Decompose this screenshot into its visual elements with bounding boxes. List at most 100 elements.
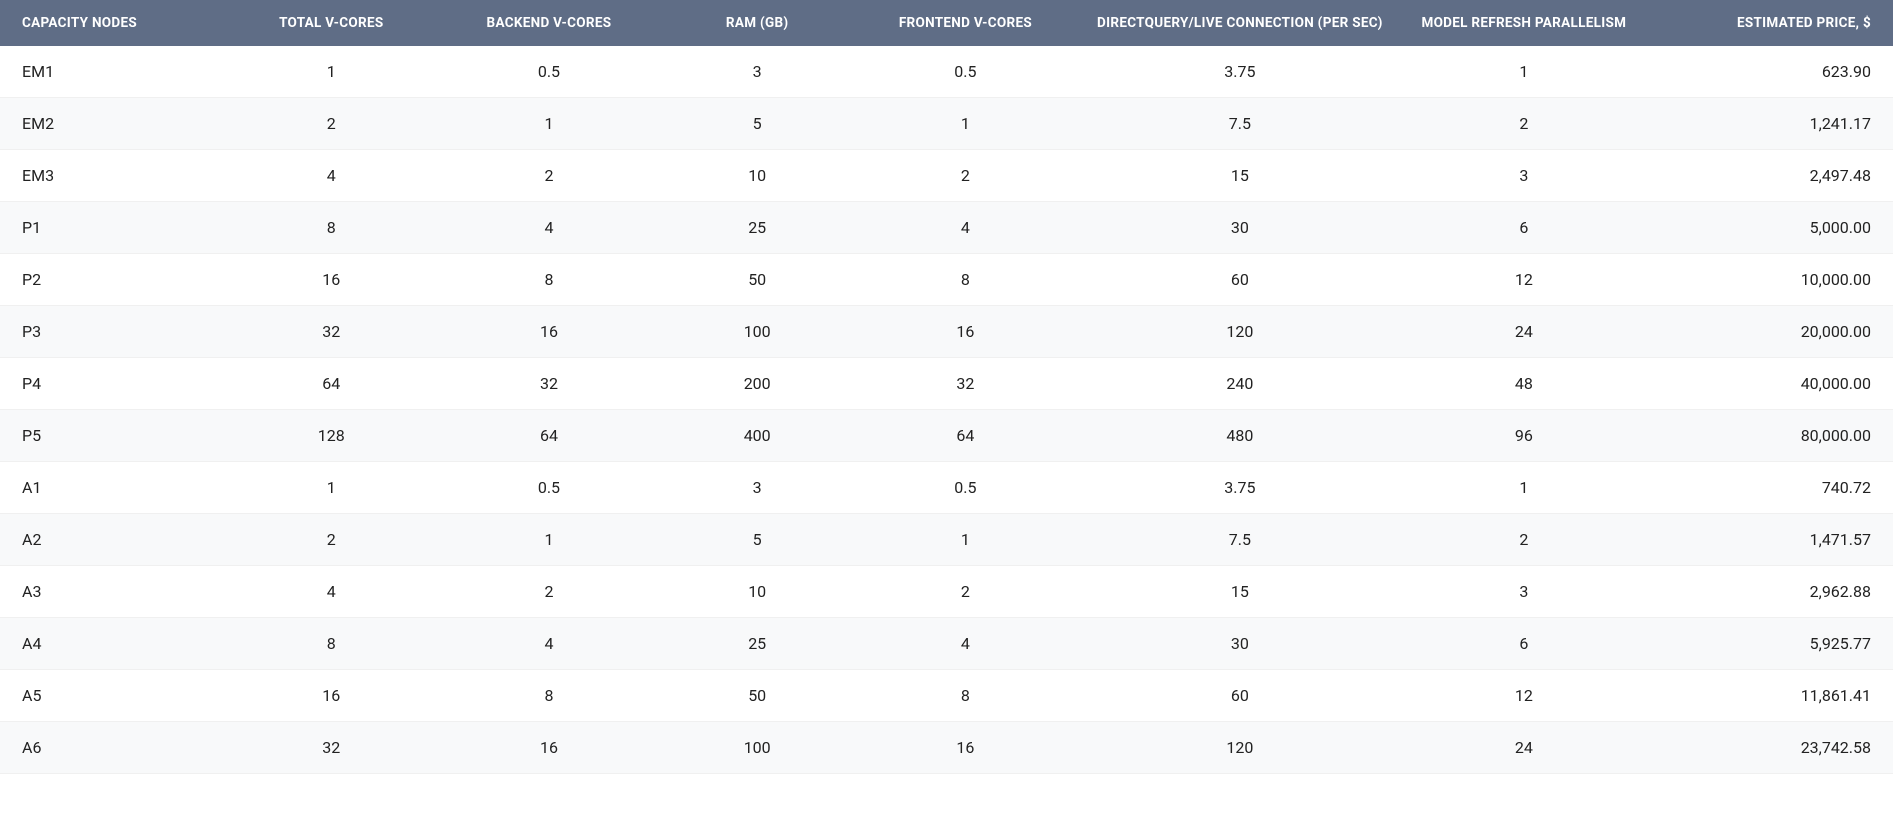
table-header-row: CAPACITY NODESTOTAL V-CORESBACKEND V-COR…	[0, 0, 1893, 46]
table-cell: 0.5	[852, 462, 1079, 514]
table-cell: 0.5	[435, 462, 662, 514]
table-cell: 5	[663, 98, 852, 150]
table-cell: 11,861.41	[1647, 670, 1893, 722]
table-row: A3421021532,962.88	[0, 566, 1893, 618]
table-cell: 32	[852, 358, 1079, 410]
table-cell: 2	[227, 98, 435, 150]
column-header: MODEL REFRESH PARALLELISM	[1401, 0, 1647, 46]
table-cell: 25	[663, 202, 852, 254]
table-cell: 3.75	[1079, 46, 1401, 98]
table-cell: A3	[0, 566, 227, 618]
table-cell: 623.90	[1647, 46, 1893, 98]
table-cell: 8	[227, 618, 435, 670]
table-cell: 3.75	[1079, 462, 1401, 514]
table-cell: P2	[0, 254, 227, 306]
table-cell: 16	[435, 306, 662, 358]
capacity-pricing-table: CAPACITY NODESTOTAL V-CORESBACKEND V-COR…	[0, 0, 1893, 774]
table-cell: 1	[1401, 462, 1647, 514]
table-cell: 10	[663, 150, 852, 202]
table-cell: 200	[663, 358, 852, 410]
table-cell: 30	[1079, 202, 1401, 254]
table-cell: 1	[852, 514, 1079, 566]
table-header: CAPACITY NODESTOTAL V-CORESBACKEND V-COR…	[0, 0, 1893, 46]
table-cell: 30	[1079, 618, 1401, 670]
table-cell: EM3	[0, 150, 227, 202]
table-row: A5168508601211,861.41	[0, 670, 1893, 722]
table-cell: 1,241.17	[1647, 98, 1893, 150]
table-cell: 15	[1079, 150, 1401, 202]
table-cell: 15	[1079, 566, 1401, 618]
table-cell: 80,000.00	[1647, 410, 1893, 462]
column-header: DIRECTQUERY/LIVE CONNECTION (PER SEC)	[1079, 0, 1401, 46]
table-cell: 4	[227, 566, 435, 618]
table-cell: 240	[1079, 358, 1401, 410]
table-cell: P5	[0, 410, 227, 462]
table-cell: 7.5	[1079, 98, 1401, 150]
table-cell: 7.5	[1079, 514, 1401, 566]
table-row: A110.530.53.751740.72	[0, 462, 1893, 514]
table-row: EM110.530.53.751623.90	[0, 46, 1893, 98]
table-cell: 4	[435, 202, 662, 254]
table-cell: 50	[663, 254, 852, 306]
table-cell: 12	[1401, 254, 1647, 306]
table-cell: 16	[852, 306, 1079, 358]
table-cell: A1	[0, 462, 227, 514]
table-cell: 12	[1401, 670, 1647, 722]
table-cell: 24	[1401, 306, 1647, 358]
table-cell: 2	[435, 566, 662, 618]
table-cell: 60	[1079, 254, 1401, 306]
table-cell: 2,962.88	[1647, 566, 1893, 618]
table-cell: 16	[227, 670, 435, 722]
table-cell: 32	[435, 358, 662, 410]
table-row: A63216100161202423,742.58	[0, 722, 1893, 774]
table-cell: 1,471.57	[1647, 514, 1893, 566]
table-cell: 480	[1079, 410, 1401, 462]
table-cell: 32	[227, 722, 435, 774]
table-cell: EM2	[0, 98, 227, 150]
table-row: P46432200322404840,000.00	[0, 358, 1893, 410]
table-cell: 3	[663, 46, 852, 98]
table-cell: 4	[435, 618, 662, 670]
column-header: CAPACITY NODES	[0, 0, 227, 46]
table-cell: 64	[852, 410, 1079, 462]
column-header: BACKEND V-CORES	[435, 0, 662, 46]
table-row: EM3421021532,497.48	[0, 150, 1893, 202]
table-cell: 0.5	[852, 46, 1079, 98]
table-cell: 120	[1079, 722, 1401, 774]
table-cell: 8	[852, 670, 1079, 722]
table-cell: P4	[0, 358, 227, 410]
capacity-pricing-table-container: CAPACITY NODESTOTAL V-CORESBACKEND V-COR…	[0, 0, 1893, 774]
table-cell: 6	[1401, 202, 1647, 254]
table-row: A221517.521,471.57	[0, 514, 1893, 566]
table-cell: 1	[227, 46, 435, 98]
table-cell: 48	[1401, 358, 1647, 410]
table-row: A4842543065,925.77	[0, 618, 1893, 670]
table-cell: 120	[1079, 306, 1401, 358]
table-cell: 1	[1401, 46, 1647, 98]
table-cell: 5,925.77	[1647, 618, 1893, 670]
table-cell: 20,000.00	[1647, 306, 1893, 358]
table-cell: A6	[0, 722, 227, 774]
table-cell: 60	[1079, 670, 1401, 722]
table-cell: 2	[1401, 514, 1647, 566]
table-cell: 16	[227, 254, 435, 306]
table-cell: 740.72	[1647, 462, 1893, 514]
table-cell: 4	[852, 618, 1079, 670]
table-cell: 2	[1401, 98, 1647, 150]
table-cell: 8	[227, 202, 435, 254]
table-cell: 5	[663, 514, 852, 566]
column-header: TOTAL V-CORES	[227, 0, 435, 46]
table-cell: 2	[852, 150, 1079, 202]
table-cell: 2	[852, 566, 1079, 618]
table-cell: 2	[435, 150, 662, 202]
table-cell: 10,000.00	[1647, 254, 1893, 306]
table-row: EM221517.521,241.17	[0, 98, 1893, 150]
table-cell: A5	[0, 670, 227, 722]
table-body: EM110.530.53.751623.90EM221517.521,241.1…	[0, 46, 1893, 774]
table-cell: P1	[0, 202, 227, 254]
table-row: P33216100161202420,000.00	[0, 306, 1893, 358]
table-cell: 24	[1401, 722, 1647, 774]
table-cell: 100	[663, 722, 852, 774]
table-cell: 1	[435, 514, 662, 566]
table-cell: 3	[1401, 566, 1647, 618]
